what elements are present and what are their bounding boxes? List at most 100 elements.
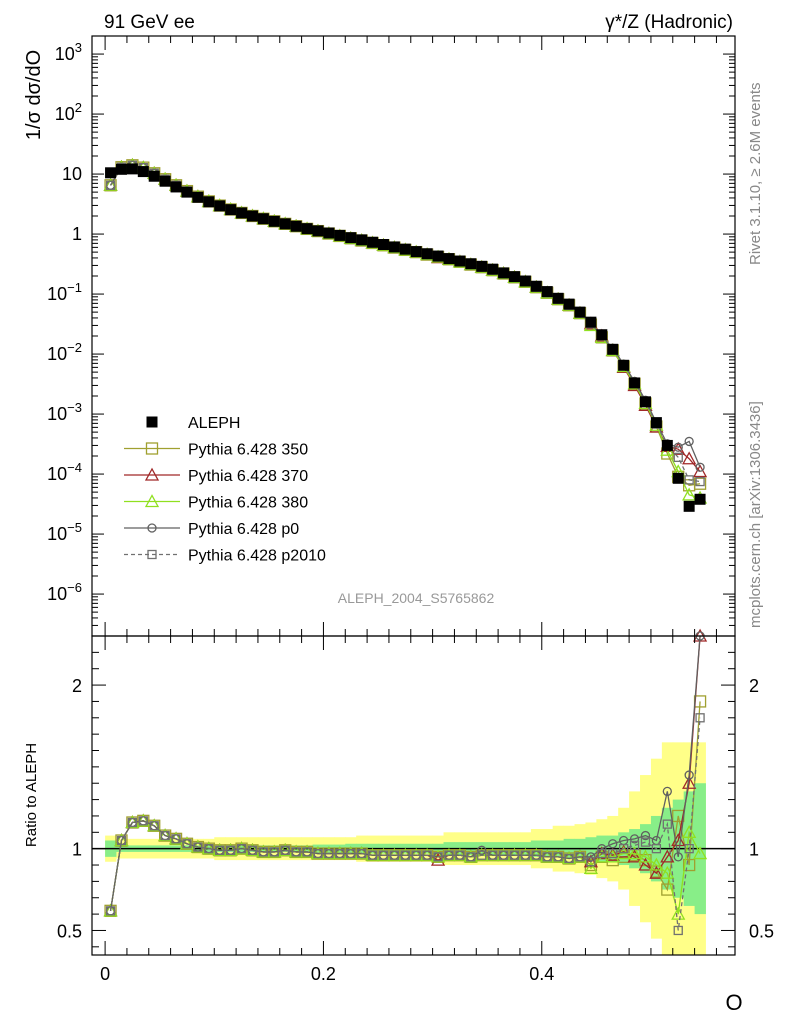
y-tick-label: 10−5 [47, 520, 82, 544]
legend: ALEPH Pythia 6.428 350 Pythia 6.428 370 Pyt… [124, 415, 326, 565]
data-point [693, 477, 707, 490]
ratio-point [324, 848, 334, 859]
ratio-point [651, 844, 662, 854]
ratio-frame [91, 635, 736, 956]
ratio-point [608, 848, 618, 859]
ratio-point [422, 850, 432, 860]
x-tick-label: 0.2 [311, 964, 336, 984]
data-point [225, 204, 237, 216]
data-point [367, 236, 379, 248]
ratio-point [583, 854, 598, 868]
ratio-point [116, 835, 127, 846]
data-point [465, 258, 477, 270]
data-point [290, 220, 302, 232]
data-point [432, 250, 444, 262]
legend-label: ALEPH [188, 415, 240, 432]
data-point [246, 210, 258, 222]
data-point [574, 306, 586, 318]
data-point [454, 255, 466, 267]
ratio-point [509, 850, 520, 860]
data-point [629, 377, 641, 389]
ratio-point [313, 848, 323, 859]
data-point [563, 298, 575, 310]
y-tick-label: 102 [55, 100, 82, 124]
ratio-point [433, 852, 443, 862]
ratio-point [695, 713, 705, 723]
data-point [126, 163, 138, 175]
ratio-point [171, 834, 181, 844]
legend-label: Pythia 6.428 380 [188, 495, 308, 512]
ratio-point [597, 844, 607, 854]
data-point [137, 166, 149, 178]
ratio-point [280, 845, 290, 855]
ratio-point [215, 845, 225, 855]
y-tick-label: 10 [62, 164, 82, 184]
data-point [345, 232, 357, 244]
data-point [639, 396, 651, 408]
main-ylabel: 1/σ dσ/dO [23, 50, 45, 140]
ratio-point [608, 839, 618, 849]
ratio-point [684, 770, 694, 780]
data-point [105, 180, 116, 190]
data-point [498, 267, 510, 279]
header-left: 91 GeV ee [104, 12, 195, 33]
ratio-point [660, 865, 675, 879]
data-point [650, 417, 662, 429]
ratio-point [605, 847, 620, 861]
data-point [671, 441, 686, 455]
ratio-point [640, 830, 651, 841]
data-point [673, 452, 683, 462]
ratio-point [356, 848, 367, 859]
ratio-point [204, 844, 214, 854]
y-tick-label: 1 [72, 224, 82, 244]
data-point [301, 223, 313, 235]
y-tick-label: 0.5 [57, 921, 82, 941]
legend-marker [147, 523, 157, 533]
ratio-point [618, 844, 629, 854]
ratio-point [389, 850, 400, 860]
ratio-point [531, 850, 541, 860]
y-tick-label: 2 [72, 676, 82, 696]
ratio-point [411, 850, 421, 860]
ratio-point [520, 850, 531, 860]
ratio-ylabel: Ratio to ALEPH [23, 743, 40, 847]
data-point [377, 238, 389, 250]
ratio-point [542, 852, 552, 862]
ratio-point [583, 860, 598, 874]
ratio-point [627, 846, 642, 860]
legend-label: Pythia 6.428 p2010 [188, 548, 326, 565]
data-point [159, 175, 171, 187]
ratio-point [629, 834, 640, 844]
ratio-point [597, 848, 607, 859]
ratio-point [660, 849, 675, 863]
main-frame [91, 35, 736, 637]
data-point [323, 227, 335, 239]
ratio-point [182, 839, 192, 849]
data-point [607, 343, 619, 355]
ratio-point [444, 850, 454, 860]
data-point [312, 225, 324, 237]
watermark-label: ALEPH_2004_S5765862 [338, 590, 495, 606]
ratio-point [684, 844, 694, 854]
ratio-point [234, 841, 249, 855]
ratio-point [586, 857, 596, 867]
ratio-point [179, 836, 195, 850]
ratio-point [605, 849, 620, 863]
ratio-point [378, 850, 389, 860]
ratio-point [367, 850, 378, 860]
legend-label: Pythia 6.428 p0 [188, 521, 299, 538]
ratio-point [103, 903, 118, 917]
data-point [682, 451, 697, 465]
ratio-point [487, 850, 498, 860]
x-tick-label: 0.4 [529, 964, 554, 984]
data-point [552, 292, 564, 304]
y-tick-label: 1 [72, 840, 82, 860]
y-tick-label: 10−6 [47, 580, 82, 604]
legend-marker [145, 442, 159, 455]
legend-marker [144, 467, 160, 481]
data-point [695, 476, 705, 487]
data-point [443, 253, 455, 265]
data-point [661, 439, 673, 451]
data-point [508, 271, 520, 283]
